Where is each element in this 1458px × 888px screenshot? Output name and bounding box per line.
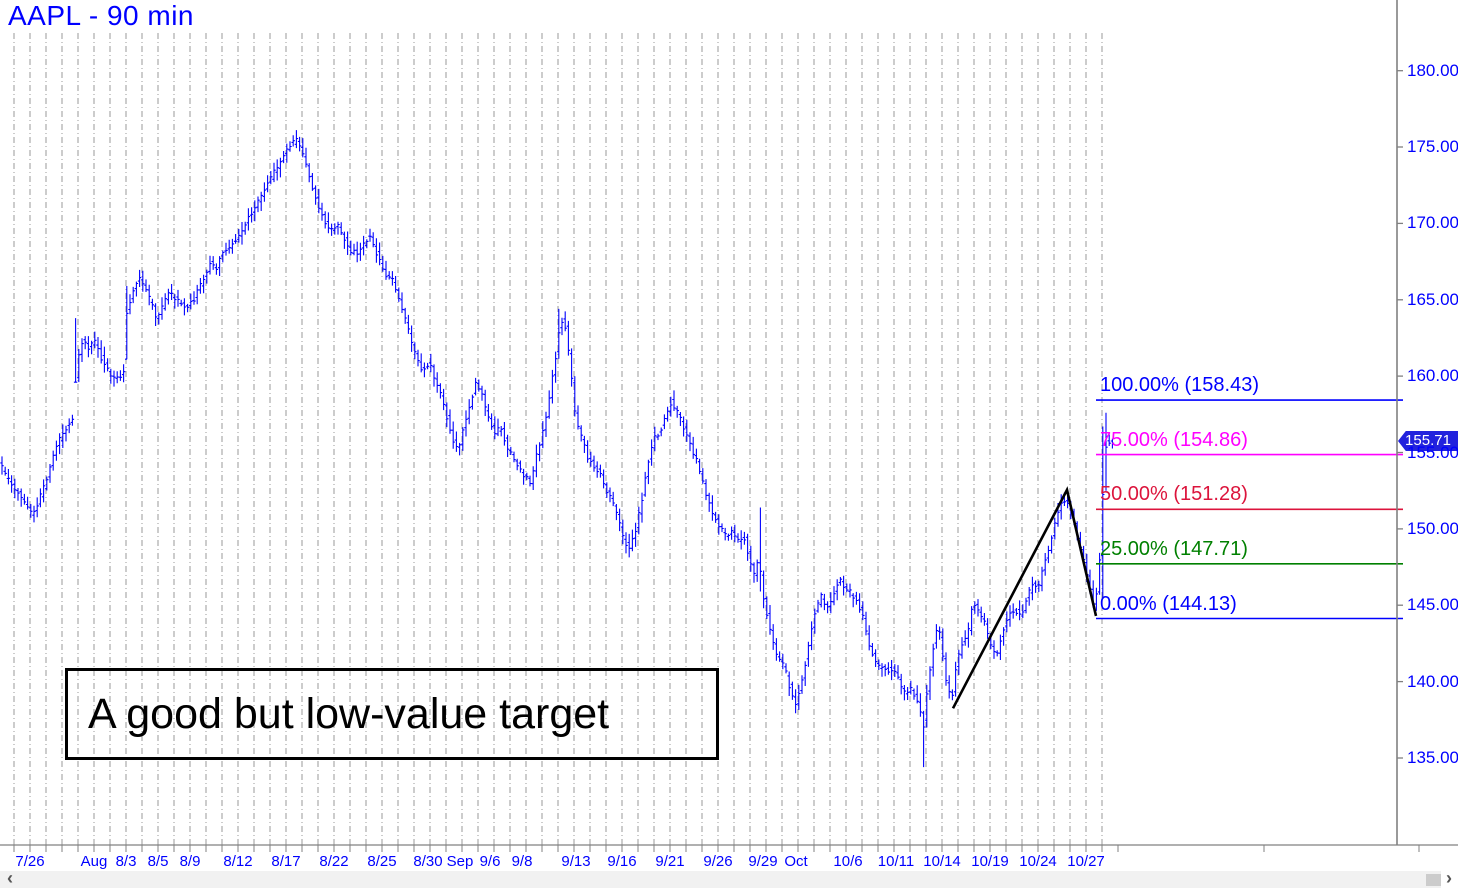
abc-trendline[interactable]	[951, 486, 1098, 709]
date-axis-label: 8/3	[115, 853, 137, 870]
date-axis-label: 9/29	[748, 853, 778, 870]
date-axis-label: 10/14	[923, 853, 961, 870]
date-ticks	[13, 845, 1420, 852]
date-axis-label: 8/30	[413, 853, 443, 870]
price-axis-label: 160.00	[1407, 366, 1458, 386]
chart-title: AAPL - 90 min	[8, 0, 194, 31]
fib-label-100: 100.00% (158.43)	[1100, 374, 1260, 397]
date-axis-label: 9/13	[561, 853, 591, 870]
price-axis-label: 165.00	[1407, 289, 1458, 309]
date-axis-label: 9/16	[607, 853, 637, 870]
date-axis-label: Sep	[446, 853, 474, 870]
date-axis-label: 8/17	[271, 853, 301, 870]
date-axis-label: 10/11	[877, 853, 915, 870]
date-axis-label: 8/12	[223, 853, 253, 870]
horizontal-scrollbar-thumb[interactable]	[1426, 874, 1443, 886]
date-axis-label: 8/5	[147, 853, 169, 870]
date-axis-label: 10/6	[833, 853, 863, 870]
price-axis-label: 180.00	[1407, 60, 1458, 80]
date-axis-label: Aug	[80, 853, 108, 870]
fib-label-50: 50.00% (151.28)	[1100, 483, 1248, 506]
fib-label-0: 0.00% (144.13)	[1100, 592, 1237, 615]
date-axis-label: Oct	[784, 853, 808, 870]
price-axis-label: 150.00	[1407, 518, 1458, 538]
price-axis-label: 140.00	[1407, 671, 1458, 691]
date-axis-label: 8/22	[319, 853, 349, 870]
date-axis-label: 7/26	[15, 853, 45, 870]
scroll-right-arrow-icon[interactable]: ›	[1441, 868, 1457, 888]
scroll-left-arrow-icon[interactable]: ‹	[7, 868, 13, 888]
date-axis-label: 10/27	[1067, 853, 1105, 870]
date-axis-label: 8/25	[367, 853, 397, 870]
last-price-badge: 155.71	[1398, 431, 1458, 451]
price-axis-label: 145.00	[1407, 595, 1458, 615]
price-axis-label: 135.00	[1407, 748, 1458, 767]
fib-label-75: 75.00% (154.86)	[1100, 428, 1248, 451]
horizontal-scrollbar-track[interactable]	[0, 871, 1441, 888]
date-axis-label: 9/21	[655, 853, 685, 870]
price-axis-label: 155.00	[1407, 442, 1458, 462]
date-axis-label: 10/19	[971, 853, 1009, 870]
date-axis-label: 9/8	[511, 853, 533, 870]
date-axis-label: 9/26	[703, 853, 733, 870]
date-axis-label: 9/6	[479, 853, 501, 870]
date-axis-label: 8/9	[179, 853, 201, 870]
annotation-text-box[interactable]: A good but low-value target	[65, 668, 719, 760]
session-gridlines	[13, 33, 1103, 845]
price-axis-label: 170.00	[1407, 213, 1458, 233]
price-axis-label: 175.00	[1407, 137, 1458, 156]
date-axis-label: 10/24	[1019, 853, 1057, 870]
fib-label-25: 25.00% (147.71)	[1100, 537, 1248, 560]
